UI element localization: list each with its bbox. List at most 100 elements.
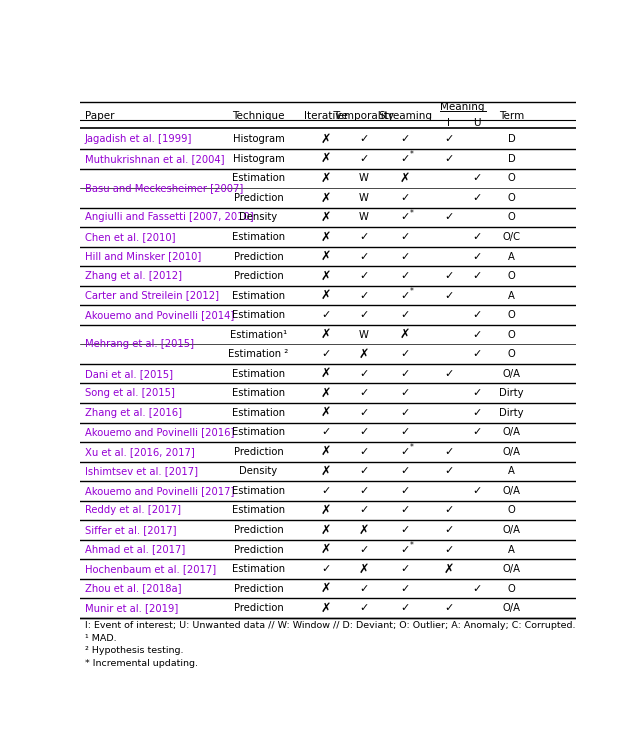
Text: Munir et al. [2019]: Munir et al. [2019] — [85, 603, 178, 613]
Text: ✓: ✓ — [472, 349, 481, 359]
Text: ✓: ✓ — [400, 193, 410, 203]
Text: Zhou et al. [2018a]: Zhou et al. [2018a] — [85, 584, 182, 593]
Text: W: W — [359, 212, 369, 223]
Text: Iterative: Iterative — [303, 110, 348, 121]
Text: *: * — [410, 150, 414, 159]
Text: ✓: ✓ — [400, 505, 410, 516]
Text: A: A — [508, 291, 515, 300]
Text: ✓: ✓ — [359, 291, 369, 300]
Text: ✗: ✗ — [320, 133, 331, 146]
Text: ✓: ✓ — [472, 408, 481, 418]
Text: ✓: ✓ — [444, 603, 453, 613]
Text: ✗: ✗ — [320, 523, 331, 537]
Text: ✓: ✓ — [472, 193, 481, 203]
Text: ✗: ✗ — [320, 465, 331, 478]
Text: O: O — [508, 212, 515, 223]
Text: ✓: ✓ — [444, 271, 453, 281]
Text: Streaming: Streaming — [378, 110, 432, 121]
Text: O/A: O/A — [502, 564, 520, 574]
Text: O: O — [508, 193, 515, 203]
Text: A: A — [508, 544, 515, 554]
Text: ✗: ✗ — [320, 328, 331, 341]
Text: ✓: ✓ — [321, 486, 330, 496]
Text: ✗: ✗ — [320, 504, 331, 517]
Text: ✓: ✓ — [472, 584, 481, 593]
Text: Estimation: Estimation — [232, 486, 285, 496]
Text: ✓: ✓ — [400, 584, 410, 593]
Text: Density: Density — [239, 467, 278, 476]
Text: Hill and Minsker [2010]: Hill and Minsker [2010] — [85, 251, 201, 261]
Text: ✓: ✓ — [400, 603, 410, 613]
Text: ✗: ✗ — [320, 230, 331, 243]
Text: Song et al. [2015]: Song et al. [2015] — [85, 388, 175, 398]
Text: Basu and Meckesheimer [2007]: Basu and Meckesheimer [2007] — [85, 183, 243, 193]
Text: Mehrang et al. [2015]: Mehrang et al. [2015] — [85, 340, 194, 350]
Text: ✓: ✓ — [444, 525, 453, 535]
Text: ✗: ✗ — [320, 602, 331, 615]
Text: ✓: ✓ — [444, 154, 453, 164]
Text: ² Hypothesis testing.: ² Hypothesis testing. — [85, 646, 184, 655]
Text: ✓: ✓ — [444, 212, 453, 223]
Text: W: W — [359, 330, 369, 340]
Text: ✗: ✗ — [444, 562, 454, 575]
Text: Dirty: Dirty — [499, 408, 524, 418]
Text: Technique: Technique — [232, 110, 285, 121]
Text: Estimation: Estimation — [232, 291, 285, 300]
Text: U: U — [473, 118, 481, 128]
Text: Estimation¹: Estimation¹ — [230, 330, 287, 340]
Text: Akouemo and Povinelli [2017]: Akouemo and Povinelli [2017] — [85, 486, 234, 496]
Text: ✓: ✓ — [444, 505, 453, 516]
Text: O: O — [508, 310, 515, 320]
Text: O/A: O/A — [502, 427, 520, 437]
Text: O: O — [508, 174, 515, 183]
Text: O/A: O/A — [502, 486, 520, 496]
Text: Prediction: Prediction — [234, 603, 284, 613]
Text: O: O — [508, 349, 515, 359]
Text: Term: Term — [499, 110, 524, 121]
Text: ✓: ✓ — [472, 388, 481, 398]
Text: ✓: ✓ — [444, 368, 453, 379]
Text: ✓: ✓ — [400, 525, 410, 535]
Text: ✓: ✓ — [359, 427, 369, 437]
Text: ✓: ✓ — [400, 349, 410, 359]
Text: Estimation: Estimation — [232, 232, 285, 242]
Text: ✗: ✗ — [320, 172, 331, 185]
Text: W: W — [359, 174, 369, 183]
Text: ✓: ✓ — [472, 486, 481, 496]
Text: D: D — [508, 154, 515, 164]
Text: ✓: ✓ — [321, 427, 330, 437]
Text: Temporality: Temporality — [333, 110, 394, 121]
Text: ✓: ✓ — [359, 134, 369, 144]
Text: ✓: ✓ — [400, 310, 410, 320]
Text: Xu et al. [2016, 2017]: Xu et al. [2016, 2017] — [85, 447, 195, 457]
Text: ✓: ✓ — [472, 174, 481, 183]
Text: ✓: ✓ — [400, 134, 410, 144]
Text: Meaning: Meaning — [440, 102, 485, 112]
Text: Carter and Streilein [2012]: Carter and Streilein [2012] — [85, 291, 219, 300]
Text: ✗: ✗ — [399, 172, 410, 185]
Text: ✓: ✓ — [444, 544, 453, 554]
Text: ✗: ✗ — [358, 562, 369, 575]
Text: Siffer et al. [2017]: Siffer et al. [2017] — [85, 525, 177, 535]
Text: Histogram: Histogram — [233, 154, 284, 164]
Text: Hochenbaum et al. [2017]: Hochenbaum et al. [2017] — [85, 564, 216, 574]
Text: Prediction: Prediction — [234, 271, 284, 281]
Text: I: I — [447, 118, 450, 128]
Text: Prediction: Prediction — [234, 251, 284, 261]
Text: Reddy et al. [2017]: Reddy et al. [2017] — [85, 505, 181, 516]
Text: ✓: ✓ — [400, 388, 410, 398]
Text: ✓: ✓ — [400, 271, 410, 281]
Text: ✓: ✓ — [472, 251, 481, 261]
Text: ✓: ✓ — [400, 486, 410, 496]
Text: ✓: ✓ — [400, 564, 410, 574]
Text: ✓: ✓ — [359, 467, 369, 476]
Text: ✓: ✓ — [400, 291, 410, 300]
Text: ✗: ✗ — [320, 445, 331, 458]
Text: * Incremental updating.: * Incremental updating. — [85, 659, 198, 668]
Text: ✓: ✓ — [472, 330, 481, 340]
Text: D: D — [508, 134, 515, 144]
Text: ✓: ✓ — [400, 368, 410, 379]
Text: ✓: ✓ — [400, 447, 410, 457]
Text: ✓: ✓ — [359, 154, 369, 164]
Text: ✓: ✓ — [359, 603, 369, 613]
